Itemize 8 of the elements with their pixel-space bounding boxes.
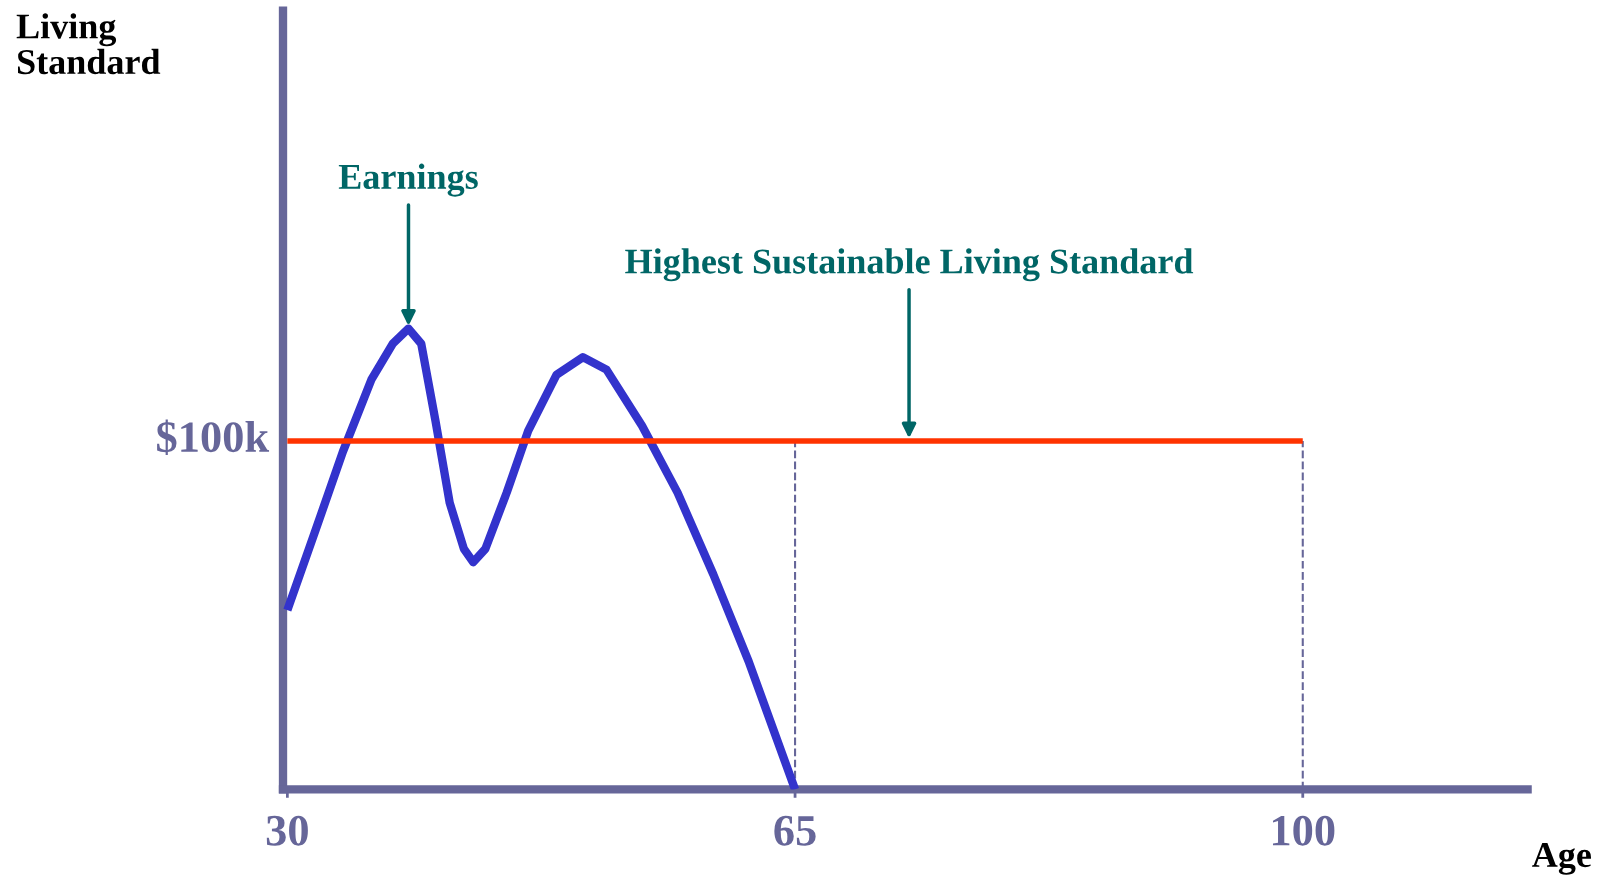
text: Highest Sustainable Living Standard (625, 248, 1194, 282)
x-axis-title: Age (1532, 843, 1591, 875)
x-tick-label: 100 (1272, 815, 1335, 846)
text: $100k (157, 419, 270, 456)
text: Living Standard (16, 13, 161, 75)
x-tick-label: 30 (266, 815, 308, 846)
x-tick-label: 65 (774, 815, 816, 846)
annotation: Earnings (338, 163, 478, 197)
